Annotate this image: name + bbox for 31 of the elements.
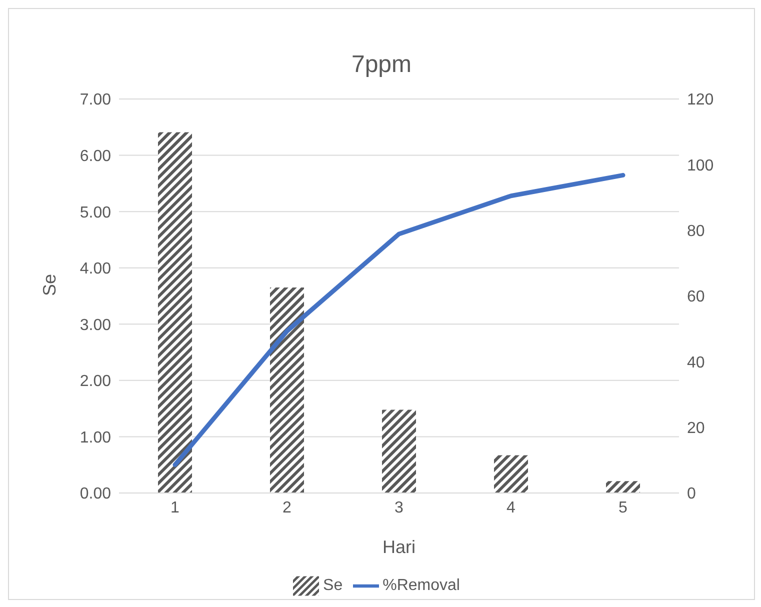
x-axis-title: Hari	[382, 537, 416, 557]
line-series	[172, 172, 626, 468]
y-tick-label: 0.00	[80, 486, 112, 503]
y-tick-label: 1.00	[80, 429, 112, 446]
y2-tick-label: 40	[687, 354, 705, 372]
bar	[270, 288, 304, 493]
bar	[606, 481, 640, 493]
bar	[382, 410, 416, 493]
x-tick-label: 1	[170, 499, 180, 516]
y2-tick-label: 20	[687, 420, 705, 438]
legend-label: %Removal	[382, 577, 460, 594]
x-tick-label: 4	[506, 499, 516, 516]
y-tick-label: 7.00	[80, 92, 112, 109]
y-tick-label: 4.00	[80, 260, 112, 278]
y2-tick-label: 80	[687, 223, 705, 240]
x-tick-label: 2	[282, 499, 292, 516]
legend-label: Se	[323, 577, 343, 594]
y2-tick-label: 120	[687, 92, 714, 109]
y-tick-label: 6.00	[80, 148, 112, 165]
bar	[158, 132, 192, 493]
y-tick-label: 5.00	[80, 204, 112, 222]
y-tick-label: 2.00	[80, 373, 112, 390]
chart-title: 7ppm	[350, 51, 413, 79]
y-axis-title: Se	[39, 274, 60, 296]
y2-tick-label: 0	[687, 486, 696, 503]
x-tick-label: 5	[618, 499, 628, 516]
bar	[494, 455, 528, 493]
y2-tick-label: 60	[687, 288, 705, 306]
x-tick-label: 3	[394, 499, 404, 516]
y2-tick-label: 100	[687, 157, 714, 174]
y-tick-label: 3.00	[80, 316, 112, 334]
